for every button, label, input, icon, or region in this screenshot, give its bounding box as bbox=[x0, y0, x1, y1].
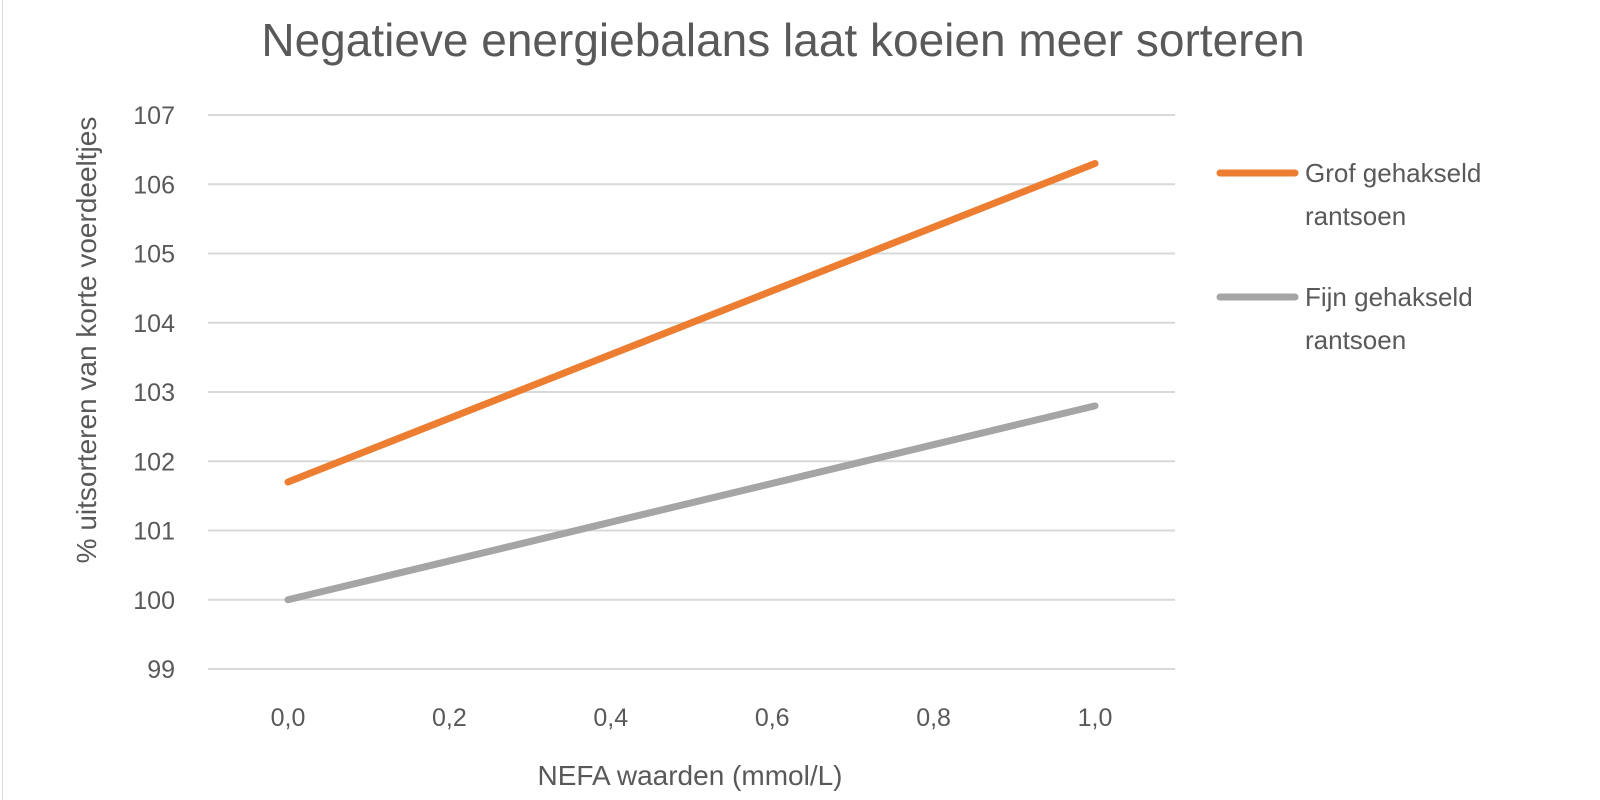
y-axis-title: % uitsorteren van korte voerdeeltjes bbox=[71, 117, 102, 564]
y-tick-label: 105 bbox=[133, 241, 175, 269]
y-tick-label: 101 bbox=[133, 518, 175, 546]
y-tick-label: 107 bbox=[133, 102, 175, 130]
y-tick-label: 99 bbox=[147, 656, 175, 684]
y-axis-ticks: 99 100 101 102 103 104 105 106 107 bbox=[133, 102, 175, 684]
legend-label: rantsoen bbox=[1305, 325, 1406, 355]
gridlines bbox=[208, 114, 1175, 670]
y-tick-label: 106 bbox=[133, 171, 175, 199]
legend: Grof gehakseld rantsoen Fijn gehakseld rant… bbox=[1216, 158, 1481, 355]
legend-label: Fijn gehakseld bbox=[1305, 282, 1473, 312]
chart-frame-border bbox=[2, 0, 3, 800]
x-axis-title: NEFA waarden (mmol/L) bbox=[538, 760, 843, 791]
x-tick-label: 0,4 bbox=[593, 704, 628, 732]
x-tick-label: 0,2 bbox=[432, 704, 467, 732]
y-tick-label: 102 bbox=[133, 448, 175, 476]
x-tick-label: 0,8 bbox=[916, 704, 951, 732]
series-line-grof bbox=[284, 159, 1099, 486]
x-tick-label: 0,6 bbox=[755, 704, 790, 732]
legend-label: rantsoen bbox=[1305, 201, 1406, 231]
y-tick-label: 104 bbox=[133, 310, 175, 338]
series-line-fijn bbox=[284, 402, 1099, 604]
series-lines bbox=[284, 159, 1099, 604]
legend-label: Grof gehakseld bbox=[1305, 158, 1481, 188]
y-tick-label: 100 bbox=[133, 587, 175, 615]
x-axis-ticks: 0,0 0,2 0,4 0,6 0,8 1,0 bbox=[271, 704, 1113, 732]
x-tick-label: 1,0 bbox=[1078, 704, 1113, 732]
y-tick-label: 103 bbox=[133, 379, 175, 407]
chart-title: Negatieve energiebalans laat koeien meer… bbox=[261, 14, 1304, 66]
x-tick-label: 0,0 bbox=[271, 704, 306, 732]
